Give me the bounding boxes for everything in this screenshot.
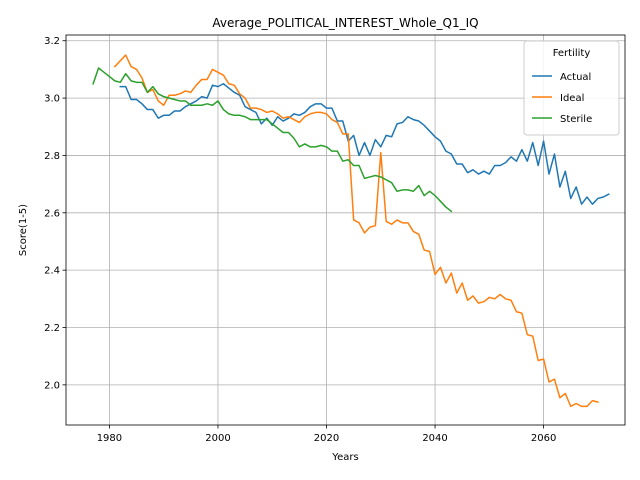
series-line-sterile [92, 67, 453, 213]
y-tick-label: 2.6 [44, 208, 60, 219]
chart-title: Average_POLITICAL_INTEREST_Whole_Q1_IQ [212, 16, 478, 30]
plot-area-frame [65, 34, 626, 426]
series-line-ideal [113, 54, 599, 408]
x-tick-label: 2000 [205, 433, 230, 444]
x-axis-label: Years [331, 452, 358, 463]
x-tick-label: 1980 [97, 433, 122, 444]
legend-title: Fertility [553, 48, 591, 59]
x-tick-label: 2060 [531, 433, 556, 444]
y-tick-label: 2.2 [44, 323, 60, 334]
y-tick-label: 2.0 [44, 380, 60, 391]
legend-label-actual: Actual [560, 72, 591, 83]
legend: Fertility Actual Ideal Sterile [523, 40, 620, 136]
x-tick-label: 2040 [422, 433, 447, 444]
series-line-actual [119, 83, 610, 205]
y-tick-label: 2.4 [44, 266, 60, 277]
y-axis-label: Score(1-5) [18, 204, 29, 256]
axis-ticks: 1980 2000 2020 2040 2060 2.0 2.2 2.4 2.6 2.8 3.0 3.… [44, 36, 556, 444]
legend-box [523, 40, 620, 136]
x-tick-label: 2020 [314, 433, 339, 444]
y-tick-label: 2.8 [44, 151, 60, 162]
y-tick-label: 3.2 [44, 36, 60, 47]
legend-label-ideal: Ideal [560, 93, 584, 104]
y-tick-label: 3.0 [44, 94, 60, 105]
series-lines [92, 54, 610, 408]
legend-label-sterile: Sterile [560, 114, 592, 125]
